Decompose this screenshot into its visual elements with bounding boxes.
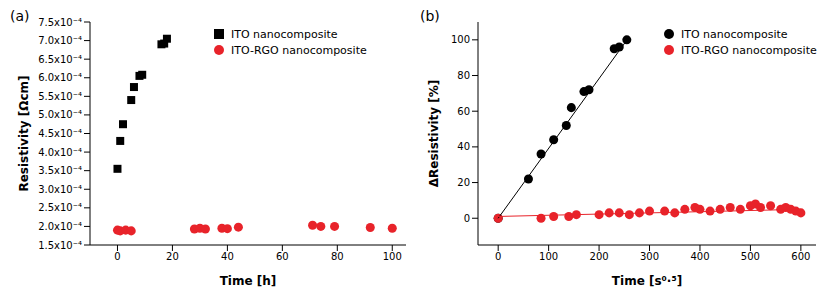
html-text:(a): (a) — [10, 8, 30, 24]
svg-text:4.0x10⁻⁴: 4.0x10⁻⁴ — [38, 147, 82, 158]
html-text:ITO-RGO nanocomposite: ITO-RGO nanocomposite — [681, 43, 817, 57]
svg-text:3.5x10⁻⁴: 3.5x10⁻⁴ — [38, 165, 82, 176]
svg-text:60: 60 — [457, 106, 470, 117]
svg-text:5.5x10⁻⁴: 5.5x10⁻⁴ — [38, 91, 82, 102]
svg-text:500: 500 — [741, 251, 760, 262]
svg-text:1.5x10⁻⁴: 1.5x10⁻⁴ — [38, 240, 82, 251]
svg-text:300: 300 — [640, 251, 659, 262]
svg-text:7.0x10⁻⁴: 7.0x10⁻⁴ — [38, 35, 82, 46]
svg-text:2.0x10⁻⁴: 2.0x10⁻⁴ — [38, 221, 82, 232]
svg-text:7.5x10⁻⁴: 7.5x10⁻⁴ — [38, 17, 82, 28]
html-text:ITO nanocomposite: ITO nanocomposite — [681, 27, 788, 41]
html-text:(b): (b) — [420, 8, 440, 24]
svg-text:20: 20 — [166, 251, 179, 262]
svg-text:4.5x10⁻⁴: 4.5x10⁻⁴ — [38, 128, 82, 139]
svg-text:Time [s⁰·⁵]: Time [s⁰·⁵] — [612, 274, 682, 288]
svg-text:80: 80 — [457, 70, 470, 81]
svg-text:0: 0 — [464, 213, 470, 224]
svg-text:2.5x10⁻⁴: 2.5x10⁻⁴ — [38, 202, 82, 213]
svg-text:5.0x10⁻⁴: 5.0x10⁻⁴ — [38, 109, 82, 120]
svg-text:60: 60 — [276, 251, 289, 262]
svg-text:40: 40 — [457, 141, 470, 152]
svg-text:100: 100 — [383, 251, 402, 262]
svg-text:400: 400 — [690, 251, 709, 262]
svg-text:100: 100 — [451, 34, 470, 45]
svg-text:200: 200 — [590, 251, 609, 262]
svg-text:100: 100 — [539, 251, 558, 262]
svg-text:ΔResistivity [%]: ΔResistivity [%] — [427, 80, 441, 188]
svg-text:6.0x10⁻⁴: 6.0x10⁻⁴ — [38, 72, 82, 83]
svg-text:6.5x10⁻⁴: 6.5x10⁻⁴ — [38, 54, 82, 65]
svg-text:3.0x10⁻⁴: 3.0x10⁻⁴ — [38, 184, 82, 195]
html-text:ITO-RGO nanocomposite: ITO-RGO nanocomposite — [231, 43, 367, 57]
svg-text:0: 0 — [495, 251, 501, 262]
svg-text:40: 40 — [221, 251, 234, 262]
svg-text:80: 80 — [331, 251, 344, 262]
svg-text:20: 20 — [457, 177, 470, 188]
svg-text:Time [h]: Time [h] — [220, 274, 277, 288]
svg-text:0: 0 — [114, 251, 120, 262]
svg-text:600: 600 — [791, 251, 810, 262]
html-text:ITO nanocomposite: ITO nanocomposite — [231, 27, 338, 41]
svg-text:Resistivity [Ωcm]: Resistivity [Ωcm] — [17, 75, 31, 191]
